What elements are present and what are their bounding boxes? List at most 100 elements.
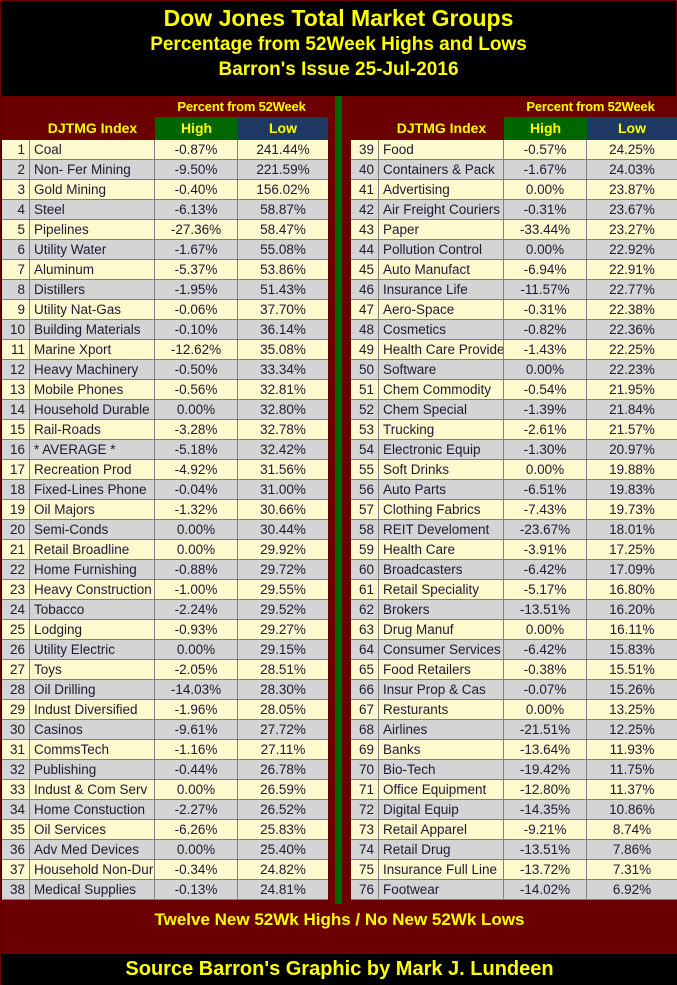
- table-row[interactable]: 19 Oil Majors -1.32% 30.66%: [2, 500, 328, 520]
- table-row[interactable]: 59 Health Care -3.91% 17.25%: [351, 540, 677, 560]
- table-row[interactable]: 44 Pollution Control 0.00% 22.92%: [351, 240, 677, 260]
- table-row[interactable]: 18 Fixed-Lines Phone -0.04% 31.00%: [2, 480, 328, 500]
- table-row[interactable]: 20 Semi-Conds 0.00% 30.44%: [2, 520, 328, 540]
- table-row[interactable]: 71 Office Equipment -12.80% 11.37%: [351, 780, 677, 800]
- table-row[interactable]: 27 Toys -2.05% 28.51%: [2, 660, 328, 680]
- table-row[interactable]: 12 Heavy Machinery -0.50% 33.34%: [2, 360, 328, 380]
- table-row[interactable]: 69 Banks -13.64% 11.93%: [351, 740, 677, 760]
- row-pct-from-high: -21.51%: [504, 720, 587, 739]
- table-row[interactable]: 21 Retail Broadline 0.00% 29.92%: [2, 540, 328, 560]
- row-pct-from-low: 24.25%: [609, 142, 655, 157]
- table-row[interactable]: 39 Food -0.57% 24.25%: [351, 140, 677, 160]
- table-row[interactable]: 6 Utility Water -1.67% 55.08%: [2, 240, 328, 260]
- table-row[interactable]: 3 Gold Mining -0.40% 156.02%: [2, 180, 328, 200]
- table-row[interactable]: 17 Recreation Prod -4.92% 31.56%: [2, 460, 328, 480]
- table-row[interactable]: 38 Medical Supplies -0.13% 24.81%: [2, 880, 328, 900]
- table-row[interactable]: 51 Chem Commodity -0.54% 21.95%: [351, 380, 677, 400]
- table-row[interactable]: 61 Retail Speciality -5.17% 16.80%: [351, 580, 677, 600]
- table-row[interactable]: 41 Advertising 0.00% 23.87%: [351, 180, 677, 200]
- row-rank: 12: [2, 360, 30, 379]
- table-row[interactable]: 53 Trucking -2.61% 21.57%: [351, 420, 677, 440]
- table-row[interactable]: 60 Broadcasters -6.42% 17.09%: [351, 560, 677, 580]
- table-row[interactable]: 31 CommsTech -1.16% 27.11%: [2, 740, 328, 760]
- table-row[interactable]: 72 Digital Equip -14.35% 10.86%: [351, 800, 677, 820]
- right-header-spacer-num: [351, 96, 379, 117]
- left-header-num: [2, 117, 30, 140]
- row-pct-from-high: -0.10%: [155, 320, 238, 339]
- table-row[interactable]: 23 Heavy Construction -1.00% 29.55%: [2, 580, 328, 600]
- table-row[interactable]: 42 Air Freight Couriers -0.31% 23.67%: [351, 200, 677, 220]
- table-row[interactable]: 58 REIT Develoment -23.67% 18.01%: [351, 520, 677, 540]
- table-row[interactable]: 45 Auto Manufact -6.94% 22.91%: [351, 260, 677, 280]
- table-row[interactable]: 24 Tobacco -2.24% 29.52%: [2, 600, 328, 620]
- left-table-header-bottom: DJTMG Index High Low: [2, 117, 328, 140]
- row-index-name: Advertising: [379, 180, 504, 199]
- table-row[interactable]: 13 Mobile Phones -0.56% 32.81%: [2, 380, 328, 400]
- table-row[interactable]: 2 Non- Fer Mining -9.50% 221.59%: [2, 160, 328, 180]
- table-row[interactable]: 14 Household Durable 0.00% 32.80%: [2, 400, 328, 420]
- row-rank: 61: [351, 580, 379, 599]
- table-row[interactable]: 4 Steel -6.13% 58.87%: [2, 200, 328, 220]
- row-index-name: Digital Equip: [379, 800, 504, 819]
- row-pct-from-high: -0.57%: [504, 140, 587, 159]
- table-row[interactable]: 16 * AVERAGE * -5.18% 32.42%: [2, 440, 328, 460]
- row-pct-from-low: 221.59%: [256, 162, 310, 177]
- row-pct-from-high: 0.00%: [504, 180, 587, 199]
- table-row[interactable]: 63 Drug Manuf 0.00% 16.11%: [351, 620, 677, 640]
- table-row[interactable]: 30 Casinos -9.61% 27.72%: [2, 720, 328, 740]
- row-pct-from-high: -6.51%: [504, 480, 587, 499]
- table-row[interactable]: 48 Cosmetics -0.82% 22.36%: [351, 320, 677, 340]
- table-row[interactable]: 33 Indust & Com Serv 0.00% 26.59%: [2, 780, 328, 800]
- table-row[interactable]: 1 Coal -0.87% 241.44%: [2, 140, 328, 160]
- table-row[interactable]: 28 Oil Drilling -14.03% 28.30%: [2, 680, 328, 700]
- table-row[interactable]: 35 Oil Services -6.26% 25.83%: [2, 820, 328, 840]
- row-index-name: Aero-Space: [379, 300, 504, 319]
- table-row[interactable]: 49 Health Care Provide -1.43% 22.25%: [351, 340, 677, 360]
- table-row[interactable]: 67 Resturants 0.00% 13.25%: [351, 700, 677, 720]
- table-row[interactable]: 64 Consumer Services -6.42% 15.83%: [351, 640, 677, 660]
- table-row[interactable]: 65 Food Retailers -0.38% 15.51%: [351, 660, 677, 680]
- row-rank: 17: [2, 460, 30, 479]
- table-row[interactable]: 75 Insurance Full Line -13.72% 7.31%: [351, 860, 677, 880]
- table-row[interactable]: 26 Utility Electric 0.00% 29.15%: [2, 640, 328, 660]
- table-row[interactable]: 50 Software 0.00% 22.23%: [351, 360, 677, 380]
- table-row[interactable]: 56 Auto Parts -6.51% 19.83%: [351, 480, 677, 500]
- table-row[interactable]: 66 Insur Prop & Cas -0.07% 15.26%: [351, 680, 677, 700]
- table-row[interactable]: 76 Footwear -14.02% 6.92%: [351, 880, 677, 900]
- table-row[interactable]: 73 Retail Apparel -9.21% 8.74%: [351, 820, 677, 840]
- table-row[interactable]: 46 Insurance Life -11.57% 22.77%: [351, 280, 677, 300]
- table-row[interactable]: 34 Home Constuction -2.27% 26.52%: [2, 800, 328, 820]
- row-rank: 47: [351, 300, 379, 319]
- table-row[interactable]: 62 Brokers -13.51% 16.20%: [351, 600, 677, 620]
- table-row[interactable]: 74 Retail Drug -13.51% 7.86%: [351, 840, 677, 860]
- table-row[interactable]: 40 Containers & Pack -1.67% 24.03%: [351, 160, 677, 180]
- table-row[interactable]: 52 Chem Special -1.39% 21.84%: [351, 400, 677, 420]
- table-row[interactable]: 70 Bio-Tech -19.42% 11.75%: [351, 760, 677, 780]
- row-pct-from-high: -2.27%: [155, 800, 238, 819]
- table-row[interactable]: 10 Building Materials -0.10% 36.14%: [2, 320, 328, 340]
- table-row[interactable]: 32 Publishing -0.44% 26.78%: [2, 760, 328, 780]
- table-row[interactable]: 36 Adv Med Devices 0.00% 25.40%: [2, 840, 328, 860]
- table-row[interactable]: 37 Household Non-Dur -0.34% 24.82%: [2, 860, 328, 880]
- row-index-name: Casinos: [30, 720, 155, 739]
- table-row[interactable]: 54 Electronic Equip -1.30% 20.97%: [351, 440, 677, 460]
- table-row[interactable]: 68 Airlines -21.51% 12.25%: [351, 720, 677, 740]
- table-row[interactable]: 25 Lodging -0.93% 29.27%: [2, 620, 328, 640]
- table-row[interactable]: 7 Aluminum -5.37% 53.86%: [2, 260, 328, 280]
- table-row[interactable]: 8 Distillers -1.95% 51.43%: [2, 280, 328, 300]
- row-pct-from-high: -0.54%: [504, 380, 587, 399]
- row-rank: 68: [351, 720, 379, 739]
- table-row[interactable]: 9 Utility Nat-Gas -0.06% 37.70%: [2, 300, 328, 320]
- table-row[interactable]: 15 Rail-Roads -3.28% 32.78%: [2, 420, 328, 440]
- row-pct-from-high: -0.04%: [155, 480, 238, 499]
- table-row[interactable]: 43 Paper -33.44% 23.27%: [351, 220, 677, 240]
- table-row[interactable]: 29 Indust Diversified -1.96% 28.05%: [2, 700, 328, 720]
- table-row[interactable]: 57 Clothing Fabrics -7.43% 19.73%: [351, 500, 677, 520]
- table-row[interactable]: 47 Aero-Space -0.31% 22.38%: [351, 300, 677, 320]
- table-row[interactable]: 11 Marine Xport -12.62% 35.08%: [2, 340, 328, 360]
- row-rank: 25: [2, 620, 30, 639]
- row-index-name: Publishing: [30, 760, 155, 779]
- table-row[interactable]: 55 Soft Drinks 0.00% 19.88%: [351, 460, 677, 480]
- table-row[interactable]: 22 Home Furnishing -0.88% 29.72%: [2, 560, 328, 580]
- table-row[interactable]: 5 Pipelines -27.36% 58.47%: [2, 220, 328, 240]
